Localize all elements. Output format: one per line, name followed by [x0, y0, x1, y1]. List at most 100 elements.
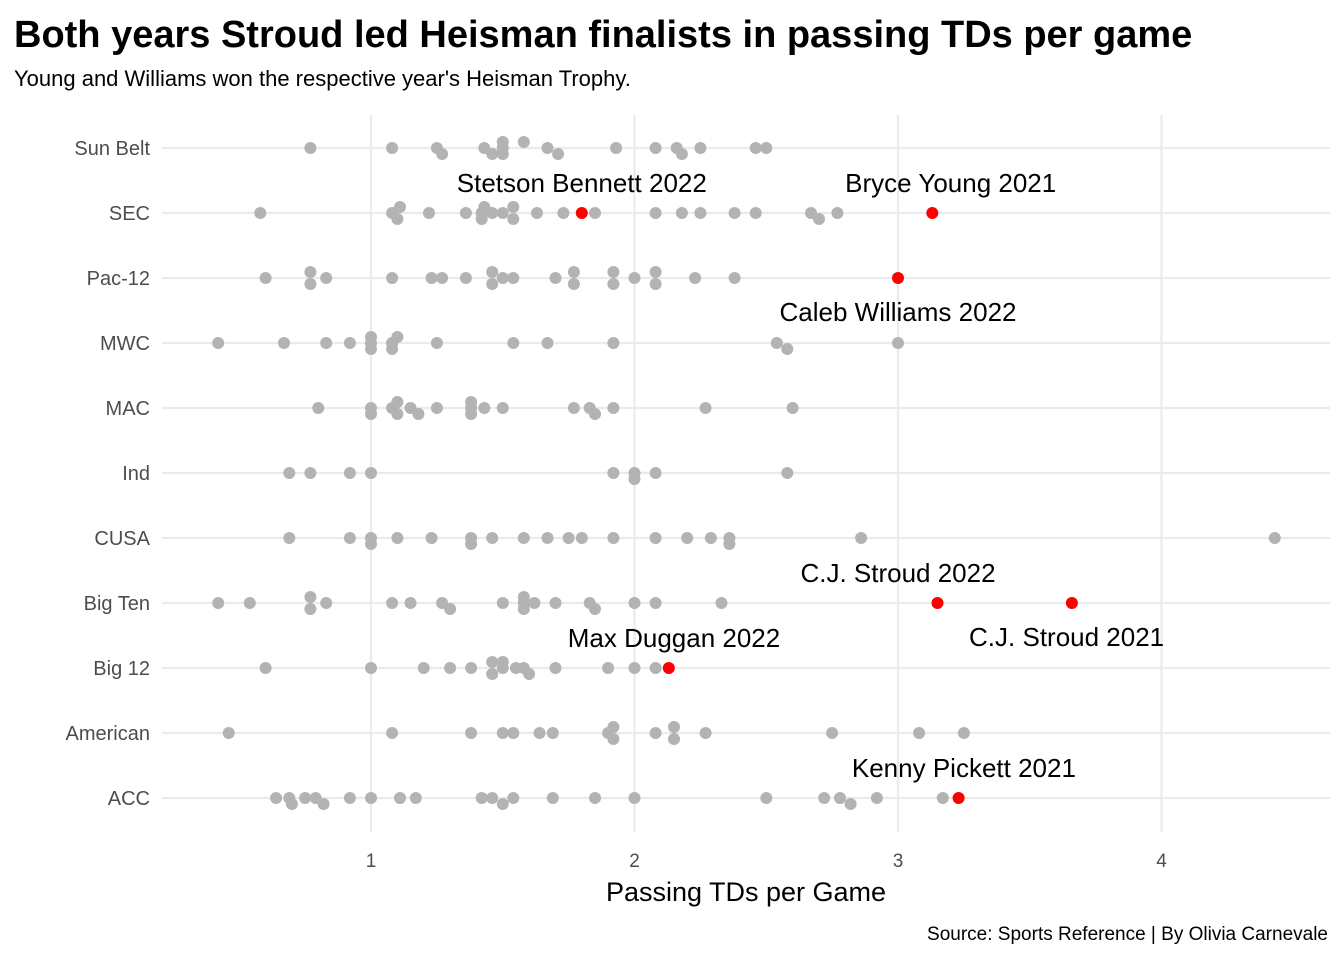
data-point — [436, 148, 449, 160]
data-point — [391, 408, 404, 420]
data-point — [546, 792, 559, 804]
data-point — [312, 402, 325, 414]
data-point — [786, 402, 799, 414]
data-point — [675, 207, 688, 219]
y-tick-label: MAC — [106, 398, 150, 420]
data-point — [855, 532, 868, 544]
data-point — [444, 662, 457, 674]
data-point — [507, 337, 520, 349]
data-point — [813, 213, 825, 225]
data-point — [270, 792, 283, 804]
data-point — [394, 201, 406, 213]
data-point — [728, 207, 741, 219]
data-point — [486, 532, 499, 544]
data-point — [486, 278, 499, 290]
data-point — [343, 792, 356, 804]
data-point — [936, 792, 949, 804]
point-annotation: C.J. Stroud 2022 — [800, 558, 995, 588]
data-point — [517, 136, 530, 148]
data-point — [254, 207, 267, 219]
data-point — [496, 272, 509, 284]
y-tick-label: Pac-12 — [87, 268, 150, 290]
data-point — [575, 532, 588, 544]
data-point — [343, 532, 356, 544]
data-point — [607, 733, 620, 745]
chart-caption: Source: Sports Reference | By Olivia Car… — [927, 924, 1328, 945]
data-point — [304, 591, 317, 603]
data-point — [459, 207, 472, 219]
highlighted-points — [575, 207, 1078, 804]
data-point — [496, 727, 509, 739]
highlight-point — [1065, 597, 1078, 609]
highlight-point — [926, 207, 939, 219]
data-point — [689, 272, 702, 284]
data-point — [694, 207, 707, 219]
data-point — [299, 792, 312, 804]
data-point — [465, 532, 478, 544]
data-point — [523, 668, 536, 680]
data-point — [365, 792, 377, 804]
data-point — [365, 532, 377, 544]
data-point — [781, 467, 794, 479]
data-point — [386, 727, 399, 739]
data-point — [649, 266, 662, 278]
data-point — [430, 337, 443, 349]
data-point — [892, 337, 904, 349]
data-point — [704, 532, 717, 544]
data-point — [694, 142, 707, 154]
y-tick-label: MWC — [100, 333, 150, 355]
y-tick-label: SEC — [109, 203, 150, 225]
x-axis-label: Passing TDs per Game — [606, 877, 886, 907]
data-point — [675, 148, 688, 160]
data-point — [957, 727, 970, 739]
data-point — [567, 266, 580, 278]
data-point — [386, 142, 399, 154]
highlight-point — [575, 207, 588, 219]
data-point — [549, 272, 562, 284]
y-tick-label: CUSA — [94, 528, 150, 550]
data-point — [649, 532, 662, 544]
data-point — [222, 727, 235, 739]
data-point — [496, 656, 509, 668]
data-point — [391, 532, 404, 544]
data-point — [430, 402, 443, 414]
data-point — [465, 396, 478, 408]
data-point — [607, 278, 620, 290]
data-point — [870, 792, 883, 804]
data-point — [607, 266, 620, 278]
x-axis-tick-labels: 1 2 3 4 — [366, 851, 1168, 872]
data-point — [607, 721, 620, 733]
data-point — [365, 402, 377, 414]
data-point — [365, 331, 377, 343]
highlight-point — [931, 597, 944, 609]
data-point — [343, 467, 356, 479]
data-point — [770, 337, 783, 349]
data-point — [465, 662, 478, 674]
data-point — [749, 207, 762, 219]
data-point — [320, 337, 333, 349]
point-annotation: C.J. Stroud 2021 — [969, 622, 1164, 652]
x-tick-label: 1 — [366, 851, 377, 872]
data-point — [394, 792, 406, 804]
data-point — [602, 662, 615, 674]
data-point — [259, 272, 272, 284]
data-point — [589, 408, 601, 420]
highlight-point — [662, 662, 675, 674]
data-point — [391, 396, 404, 408]
data-point — [343, 337, 356, 349]
data-point — [607, 467, 620, 479]
annotations: Bryce Young 2021 Stetson Bennett 2022 Cale… — [457, 168, 1164, 783]
data-point — [409, 792, 422, 804]
data-point — [417, 662, 430, 674]
data-point — [531, 207, 543, 219]
grid — [162, 115, 1330, 832]
data-point — [649, 662, 662, 674]
data-point — [496, 597, 509, 609]
data-point — [668, 721, 680, 733]
data-point — [507, 727, 520, 739]
data-point — [818, 792, 831, 804]
data-point — [304, 266, 317, 278]
data-point — [546, 727, 559, 739]
chart-subtitle: Young and Williams won the respective ye… — [14, 66, 631, 91]
data-point — [728, 272, 741, 284]
